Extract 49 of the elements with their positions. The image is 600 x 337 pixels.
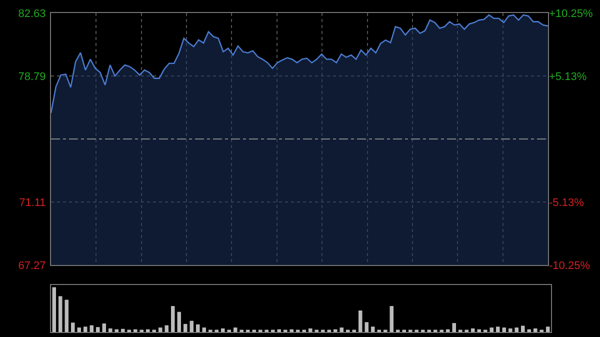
bar <box>102 324 106 332</box>
bar <box>334 329 338 332</box>
y-tick-label: 67.27 <box>18 260 46 272</box>
bar <box>221 328 225 332</box>
y-tick-label: 82.63 <box>18 8 46 20</box>
bar <box>514 328 518 332</box>
bar <box>340 328 344 332</box>
bar <box>64 300 68 332</box>
bar <box>77 328 81 332</box>
bar <box>184 324 188 332</box>
bar <box>390 306 394 332</box>
bar <box>508 328 512 332</box>
bar <box>96 327 100 332</box>
bar <box>521 326 525 332</box>
bar <box>164 325 168 332</box>
y2-tick-label: -10.25% <box>549 260 590 272</box>
bar <box>546 326 550 332</box>
bar <box>90 325 94 332</box>
y2-tick-label: +5.13% <box>549 70 587 83</box>
bar <box>190 320 194 332</box>
bar <box>471 328 475 332</box>
bar <box>496 326 500 332</box>
bar <box>158 328 162 332</box>
bar <box>490 328 494 332</box>
bar <box>234 328 238 332</box>
y-tick-label: 71.11 <box>19 196 46 209</box>
bar <box>534 328 538 332</box>
bar <box>371 326 375 332</box>
bar <box>84 326 88 332</box>
y2-tick-label: -5.13% <box>549 196 584 209</box>
bar <box>121 328 125 332</box>
bar <box>358 310 362 332</box>
bar <box>452 323 456 332</box>
bar <box>171 306 175 332</box>
bar <box>52 287 56 332</box>
bar <box>177 312 181 332</box>
bar <box>71 322 75 332</box>
bar <box>308 328 312 332</box>
bar <box>146 329 150 332</box>
bar <box>446 329 450 332</box>
bar <box>202 328 206 332</box>
bar <box>196 324 200 332</box>
y-tick-label: 78.79 <box>18 70 46 83</box>
bar <box>134 329 138 332</box>
bar <box>108 328 112 332</box>
bar <box>58 296 62 332</box>
y2-tick-label: +10.25% <box>549 8 593 20</box>
bar <box>364 322 368 332</box>
bar <box>502 328 506 332</box>
